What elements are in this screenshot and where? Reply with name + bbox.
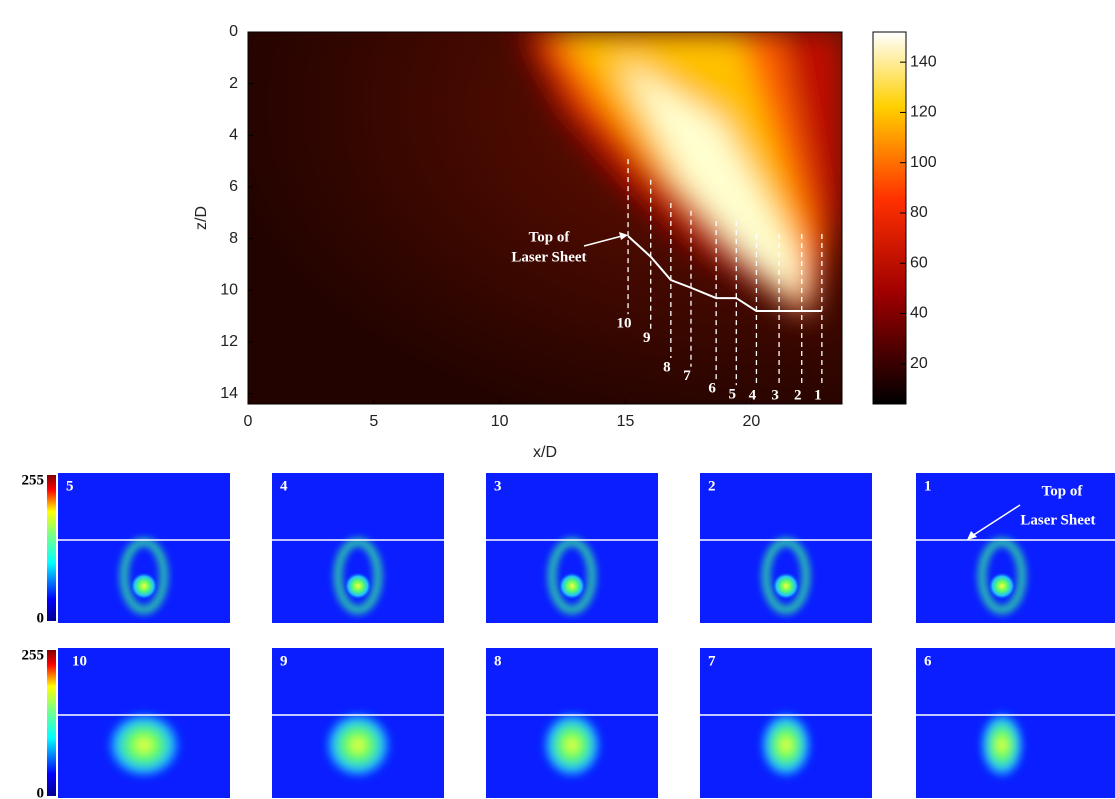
x-tick-label: 0 — [244, 413, 253, 430]
panel-colorbar-label: 255 — [22, 472, 45, 488]
plot-frame — [247, 31, 843, 405]
arrow-head — [619, 232, 628, 240]
plume — [520, 32, 842, 320]
x-tick-label: 15 — [617, 413, 635, 430]
station-label: 8 — [663, 359, 671, 375]
panel-colorbar-label: 0 — [37, 610, 45, 626]
image-panel — [58, 473, 230, 623]
panel-colorbar — [47, 475, 56, 621]
plume-core — [988, 572, 1016, 600]
plume-blob — [322, 709, 394, 781]
heatmap — [248, 32, 842, 404]
plume-ring — [978, 538, 1026, 614]
panel-label: 5 — [66, 478, 74, 494]
annotation-line: Top of — [1042, 483, 1084, 499]
colorbar-tick-label: 60 — [910, 254, 928, 271]
colorbar-tick-label: 120 — [910, 104, 937, 121]
plume-blob — [758, 709, 814, 781]
y-tick-label: 0 — [229, 23, 238, 40]
colorbar-tick-label: 20 — [910, 355, 928, 372]
x-tick-label: 10 — [491, 413, 509, 430]
station-label: 5 — [729, 387, 737, 403]
annotation-arrow — [971, 504, 1021, 537]
x-axis-label: x/D — [533, 444, 557, 461]
station-label: 4 — [749, 387, 757, 403]
plume-core — [130, 572, 158, 600]
annotation: Top of Laser Sheet — [511, 229, 628, 265]
x-tick-label: 20 — [742, 413, 760, 430]
panel-colorbar-label: 0 — [37, 785, 45, 799]
y-tick-label: 10 — [220, 282, 238, 299]
image-panel — [486, 473, 658, 623]
annotation-arrow — [583, 235, 623, 247]
y-axis-label: z/D — [193, 206, 210, 230]
station-label: 9 — [643, 330, 651, 346]
y-tick-label: 4 — [229, 127, 238, 144]
y-tick-label: 12 — [220, 333, 238, 350]
station-label: 2 — [794, 387, 802, 403]
panel-label: 7 — [708, 653, 716, 669]
colorbar-tick-label: 100 — [910, 154, 937, 171]
plume-blob — [540, 709, 604, 781]
colorbar-tick-label: 40 — [910, 305, 928, 322]
y-tick-label: 14 — [220, 385, 238, 402]
panel-label: 3 — [494, 478, 502, 494]
plume-core — [772, 572, 800, 600]
panel-label: 10 — [72, 653, 87, 669]
laser-sheet-top — [627, 235, 822, 312]
plume-ring — [762, 538, 810, 614]
plume-ring — [120, 538, 168, 614]
y-tick-label: 6 — [229, 178, 238, 195]
x-tick-label: 5 — [369, 413, 378, 430]
plume-ring — [334, 538, 382, 614]
panel-label: 9 — [280, 653, 288, 669]
plume-core — [558, 572, 586, 600]
plume-blob — [104, 709, 184, 781]
image-panel — [272, 473, 444, 623]
arrow-head — [967, 531, 977, 540]
panel-label: 8 — [494, 653, 502, 669]
image-panel — [700, 473, 872, 623]
plume-ring — [548, 538, 596, 614]
station-label: 6 — [708, 381, 716, 397]
annotation-line: Laser Sheet — [511, 249, 586, 265]
panel-label: 2 — [708, 478, 716, 494]
colorbar-tick-label: 80 — [910, 204, 928, 221]
panel-label: 4 — [280, 478, 288, 494]
station-label: 10 — [617, 316, 632, 332]
panel-colorbar — [47, 650, 56, 796]
panel-label: 6 — [924, 653, 932, 669]
colorbar — [872, 31, 907, 405]
station-label: 7 — [683, 368, 691, 384]
station-label: 3 — [771, 387, 779, 403]
annotation-line: Laser Sheet — [1020, 512, 1095, 528]
y-tick-label: 8 — [229, 230, 238, 247]
y-tick-label: 2 — [229, 75, 238, 92]
station-label: 1 — [814, 387, 822, 403]
colorbar-tick-label: 140 — [910, 53, 937, 70]
plume-blob — [978, 709, 1026, 781]
annotation-line: Top of — [529, 229, 571, 245]
panel-label: 1 — [924, 478, 932, 494]
plume-core — [344, 572, 372, 600]
panel-colorbar-label: 255 — [22, 647, 45, 663]
